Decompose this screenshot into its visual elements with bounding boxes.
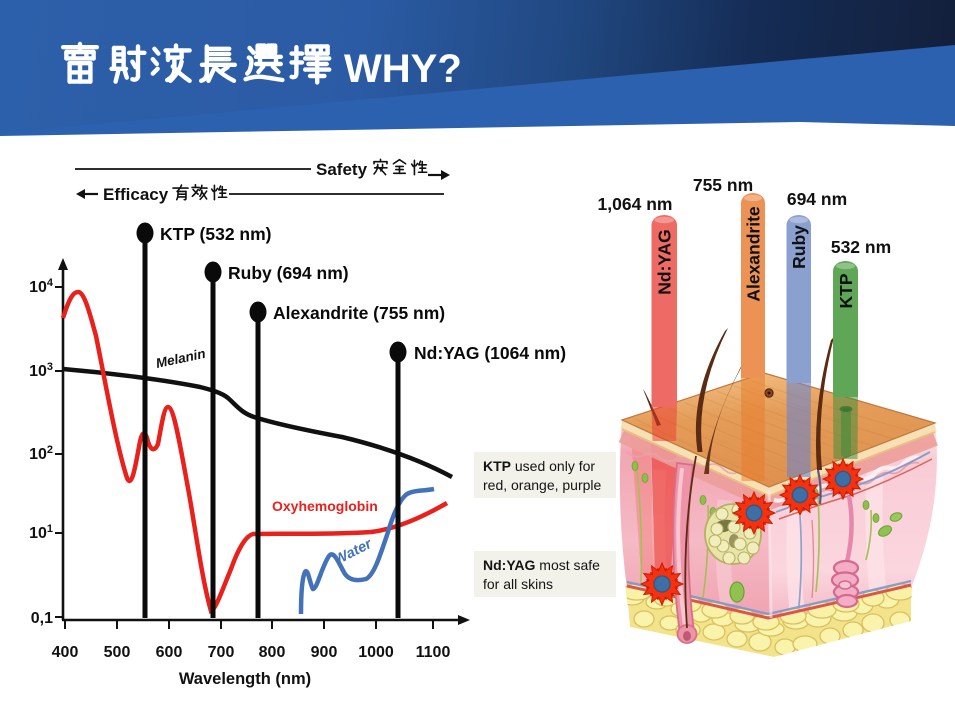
svg-text:Melanin: Melanin [155,346,207,371]
svg-text:Nd:YAG (1064 nm): Nd:YAG (1064 nm) [414,343,566,363]
svg-text:500: 500 [104,644,131,661]
svg-text:101: 101 [29,523,53,542]
svg-text:532 nm: 532 nm [831,237,891,257]
svg-text:Safety: Safety [316,160,368,179]
svg-text:600: 600 [156,644,183,661]
svg-text:KTP (532 nm): KTP (532 nm) [160,224,272,244]
svg-text:Alexandrite: Alexandrite [744,206,764,302]
svg-text:104: 104 [29,277,54,296]
svg-text:755 nm: 755 nm [693,175,753,195]
svg-text:694 nm: 694 nm [787,189,847,209]
svg-text:102: 102 [29,444,53,463]
svg-text:Wavelength (nm): Wavelength (nm) [179,670,311,688]
svg-text:1,064 nm: 1,064 nm [598,194,673,214]
svg-text:Ruby (694 nm): Ruby (694 nm) [228,263,349,283]
svg-text:1000: 1000 [358,644,394,661]
svg-text:Water: Water [332,536,376,569]
svg-text:900: 900 [311,644,338,661]
svg-text:700: 700 [208,644,235,661]
svg-text:Ruby: Ruby [789,225,809,269]
svg-text:800: 800 [259,644,286,661]
svg-text:KTP: KTP [836,273,856,308]
svg-text:1100: 1100 [416,644,451,661]
svg-text:400: 400 [52,644,79,661]
svg-text:103: 103 [29,361,53,380]
svg-text:Alexandrite (755 nm): Alexandrite (755 nm) [273,303,445,323]
svg-text:Nd:YAG: Nd:YAG [655,229,675,294]
svg-text:Efficacy: Efficacy [103,185,169,204]
svg-text:Oxyhemoglobin: Oxyhemoglobin [272,498,378,514]
svg-text:WHY?: WHY? [344,47,462,90]
svg-text:0,1: 0,1 [31,610,53,627]
